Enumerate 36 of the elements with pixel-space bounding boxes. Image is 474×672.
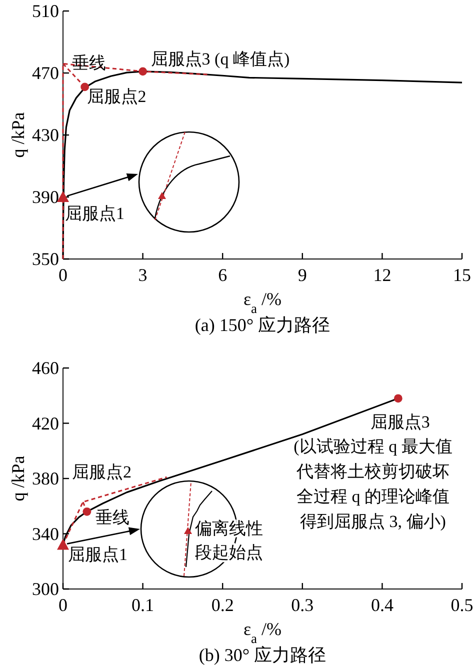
text: (b) 30° 应力路径 [198,645,326,665]
annotation: 屈服点2 [72,462,132,482]
x-tick-label: 9 [298,265,307,285]
y-axis-title: q /kPa [8,112,28,158]
y-tick-label: 420 [32,413,59,434]
annotation: 屈服点1 [65,204,124,223]
y-tick-label: 430 [32,125,59,145]
x-tick-label: 0.2 [211,595,234,615]
annotation: 屈服点2 [86,86,146,106]
x-tick-label: 0.1 [132,595,154,615]
y-tick-label: 460 [32,358,59,378]
x-tick-label: 0.5 [450,595,474,615]
annotation: 屈服点1 [68,544,128,564]
annotation: 屈服点3 (q 峰值点) [150,49,290,68]
x-tick-label: 3 [138,265,148,285]
x-tick-label: 0.3 [291,595,314,615]
y-tick-label: 390 [32,187,59,207]
y-axis-title: q /kPa [8,456,28,502]
y-tick-label: 380 [32,468,59,488]
annotation: 屈服点3 [370,412,430,432]
annotation: (以试验过程 q 最大值代替将土校剪切破坏全过程 q 的理论峰值得到屈服点 3, 偏小) [294,437,452,531]
x-tick-label: 0.4 [370,595,394,615]
y-tick-label: 340 [32,524,59,544]
annotation: 垂线 [95,508,130,527]
x-tick-label: 12 [373,265,392,285]
text: (a) 150° 应力路径 [194,315,330,335]
x-tick-label: 0 [58,595,68,615]
x-tick-label: 0 [58,265,68,285]
y-tick-label: 300 [32,579,59,599]
y-tick-label: 470 [32,63,59,83]
y-tick-label: 350 [32,249,59,269]
x-axis-title: ε$_{a}$ /% [243,619,282,646]
x-tick-label: 15 [453,265,471,285]
x-tick-label: 6 [218,265,228,285]
x-axis-title: ε$_{a}$ /% [243,289,282,316]
y-tick-label: 510 [32,1,59,21]
